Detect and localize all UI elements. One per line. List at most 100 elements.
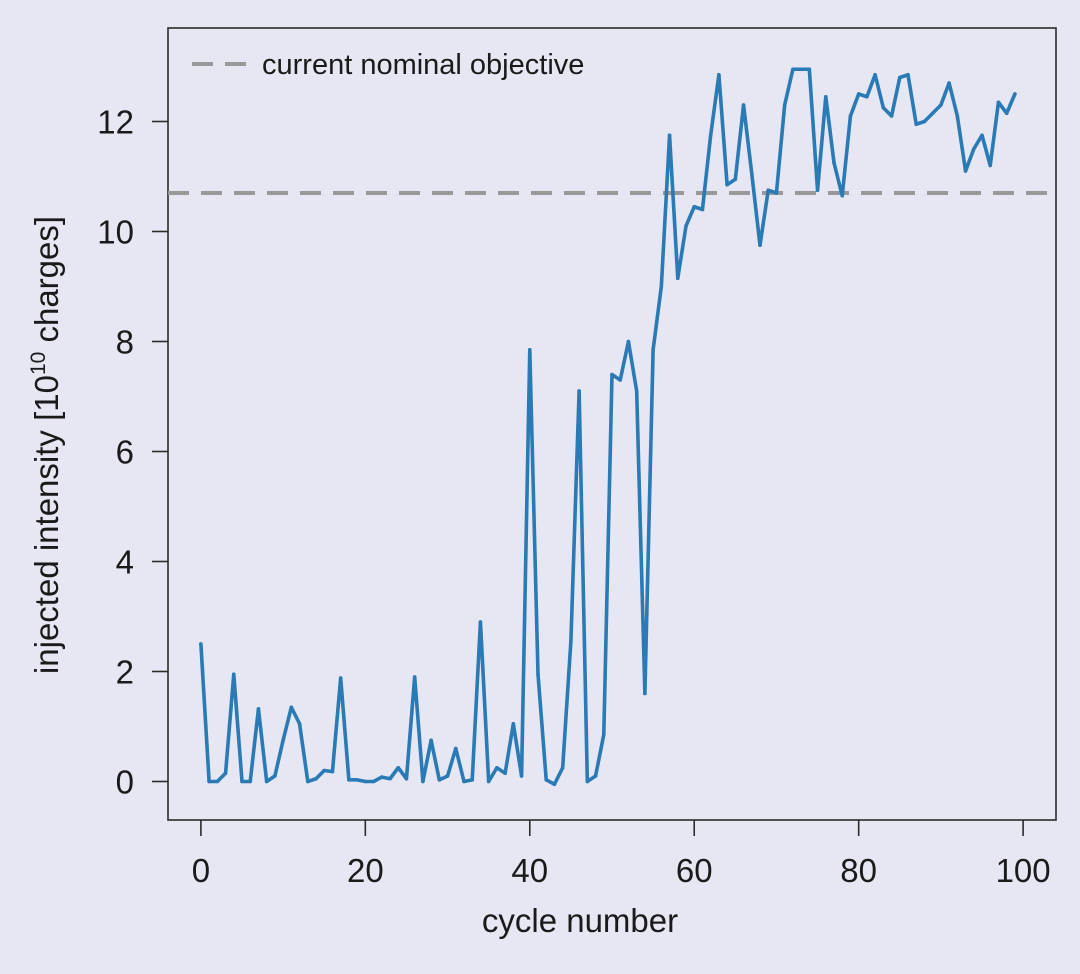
data-point (758, 243, 762, 248)
y-tick-label: 6 (116, 434, 134, 471)
data-point (634, 389, 639, 393)
data-point (675, 276, 680, 281)
plot-frame (167, 27, 1057, 821)
data-point (544, 778, 549, 782)
data-point (248, 779, 253, 784)
data-point (988, 163, 993, 168)
y-axis: 0 2 4 6 8 10 12 (97, 104, 168, 801)
data-point (873, 72, 877, 77)
data-point (421, 779, 425, 784)
x-tick-label: 20 (347, 852, 384, 889)
data-point (996, 100, 1001, 105)
x-axis: 0 20 40 60 80 100 (192, 820, 1051, 889)
data-point (437, 778, 442, 782)
legend: current nominal objective (192, 49, 584, 81)
data-point (486, 779, 491, 784)
data-point (199, 642, 203, 646)
data-point (347, 778, 351, 782)
data-point (388, 776, 392, 781)
data-point (371, 779, 376, 784)
data-point (470, 778, 475, 782)
legend-label: current nominal objective (262, 49, 584, 81)
x-tick-label: 60 (676, 852, 713, 889)
data-point (593, 774, 598, 778)
data-point (865, 94, 869, 99)
y-tick-label: 2 (116, 654, 134, 691)
data-point (240, 779, 244, 784)
data-point (700, 207, 705, 212)
data-point (297, 721, 302, 726)
data-point (766, 188, 771, 193)
data-point (478, 620, 483, 624)
data-point (396, 765, 401, 770)
data-point (585, 779, 590, 784)
y-tick-label: 8 (116, 324, 134, 361)
data-point (495, 765, 499, 770)
data-point (207, 779, 211, 784)
y-axis-title-prefix: injected intensity [10 (28, 375, 65, 674)
data-point (939, 103, 943, 107)
data-point (503, 771, 507, 776)
y-axis-title-suffix: charges] (28, 216, 65, 352)
data-point (560, 765, 565, 770)
data-point (741, 103, 746, 107)
data-point (643, 691, 647, 696)
y-tick-label: 0 (116, 764, 134, 801)
data-point (412, 675, 417, 679)
data-point (717, 72, 721, 77)
x-tick-label: 100 (996, 852, 1051, 889)
data-point (445, 774, 450, 778)
data-point (823, 94, 828, 99)
data-point (223, 771, 228, 776)
data-point (536, 672, 540, 677)
data-point (404, 776, 409, 781)
data-point (429, 738, 433, 743)
data-point (363, 779, 368, 784)
data-point (289, 705, 294, 710)
y-axis-title: injected intensity [1010 charges] (27, 216, 65, 674)
data-point (832, 160, 836, 165)
data-point (618, 378, 623, 382)
data-point (914, 122, 919, 127)
data-point (807, 67, 812, 72)
data-point (971, 147, 976, 151)
data-point (273, 774, 277, 778)
data-point (1013, 92, 1017, 96)
data-point (856, 92, 861, 96)
data-point (881, 105, 886, 110)
data-point (963, 169, 968, 173)
x-tick-label: 0 (192, 852, 210, 889)
data-point (659, 284, 664, 289)
data-point (906, 72, 910, 77)
data-point (684, 224, 688, 228)
data-point (955, 114, 960, 118)
data-point (610, 372, 614, 377)
data-point (453, 746, 458, 751)
y-axis-title-exponent: 10 (27, 352, 50, 375)
data-point (667, 133, 672, 138)
data-point (774, 191, 779, 195)
data-point (281, 738, 285, 743)
data-point (462, 779, 466, 784)
data-point (338, 676, 343, 680)
x-tick-label: 40 (511, 852, 548, 889)
x-axis-title: cycle number (482, 902, 678, 939)
data-point (815, 188, 820, 193)
data-point (840, 193, 845, 198)
data-point (511, 721, 516, 726)
data-point (305, 779, 310, 784)
data-point (569, 639, 573, 644)
data-point (256, 707, 261, 711)
data-point (848, 114, 853, 118)
data-point (651, 347, 655, 352)
data-point (922, 119, 927, 124)
data-point (692, 204, 697, 209)
data-point (1004, 111, 1009, 116)
x-tick-label: 80 (840, 852, 877, 889)
data-point (322, 768, 327, 773)
data-point (601, 732, 606, 737)
data-point (519, 774, 524, 778)
data-point (980, 133, 984, 138)
data-point (733, 177, 738, 182)
